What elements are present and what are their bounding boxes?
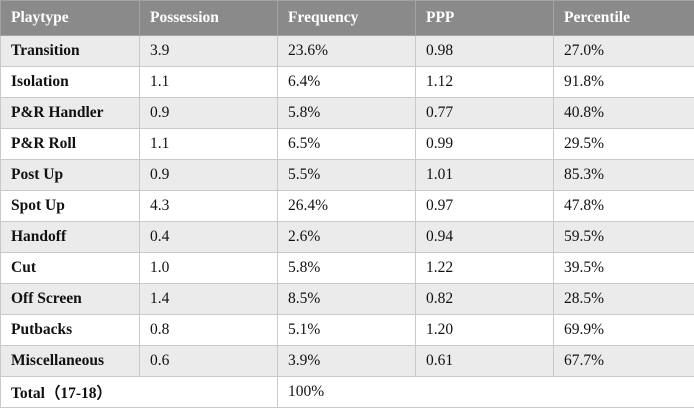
cell-percentile: 67.7%: [554, 346, 694, 377]
cell-playtype: Transition: [1, 36, 140, 67]
cell-possession: 1.1: [140, 67, 278, 98]
cell-possession: 1.0: [140, 253, 278, 284]
cell-playtype: P&R Handler: [1, 98, 140, 129]
cell-possession: 0.9: [140, 98, 278, 129]
header-possession: Possession: [140, 1, 278, 36]
header-ppp: PPP: [416, 1, 554, 36]
cell-percentile: 85.3%: [554, 160, 694, 191]
cell-playtype: Putbacks: [1, 315, 140, 346]
cell-possession: 3.9: [140, 36, 278, 67]
cell-percentile: 47.8%: [554, 191, 694, 222]
cell-ppp: 0.97: [416, 191, 554, 222]
cell-possession: 0.8: [140, 315, 278, 346]
cell-frequency: 23.6%: [278, 36, 416, 67]
cell-playtype: Post Up: [1, 160, 140, 191]
cell-percentile: 28.5%: [554, 284, 694, 315]
cell-frequency: 8.5%: [278, 284, 416, 315]
cell-percentile: 39.5%: [554, 253, 694, 284]
cell-possession: 4.3: [140, 191, 278, 222]
cell-playtype: Spot Up: [1, 191, 140, 222]
cell-frequency: 6.5%: [278, 129, 416, 160]
cell-frequency: 5.5%: [278, 160, 416, 191]
cell-percentile: 91.8%: [554, 67, 694, 98]
cell-playtype: P&R Roll: [1, 129, 140, 160]
cell-frequency: 6.4%: [278, 67, 416, 98]
cell-frequency: 2.6%: [278, 222, 416, 253]
cell-playtype: Off Screen: [1, 284, 140, 315]
cell-frequency: 3.9%: [278, 346, 416, 377]
cell-frequency: 5.8%: [278, 253, 416, 284]
cell-playtype: Isolation: [1, 67, 140, 98]
cell-possession: 0.9: [140, 160, 278, 191]
cell-ppp: 0.94: [416, 222, 554, 253]
cell-playtype: Miscellaneous: [1, 346, 140, 377]
header-row: Playtype Possession Frequency PPP Percen…: [1, 1, 694, 36]
cell-frequency: 5.1%: [278, 315, 416, 346]
cell-possession: 0.6: [140, 346, 278, 377]
cell-percentile: 27.0%: [554, 36, 694, 67]
cell-ppp: 1.20: [416, 315, 554, 346]
header-frequency: Frequency: [278, 1, 416, 36]
cell-ppp: 0.82: [416, 284, 554, 315]
cell-ppp: 1.12: [416, 67, 554, 98]
cell-playtype: Cut: [1, 253, 140, 284]
cell-frequency: 26.4%: [278, 191, 416, 222]
cell-frequency: 5.8%: [278, 98, 416, 129]
cell-ppp: 0.98: [416, 36, 554, 67]
cell-percentile: 40.8%: [554, 98, 694, 129]
cell-ppp: 0.77: [416, 98, 554, 129]
cell-ppp: 0.61: [416, 346, 554, 377]
cell-possession: 1.4: [140, 284, 278, 315]
cell-playtype: Handoff: [1, 222, 140, 253]
cell-possession: 1.1: [140, 129, 278, 160]
cell-ppp: 1.01: [416, 160, 554, 191]
cell-possession: 0.4: [140, 222, 278, 253]
header-percentile: Percentile: [554, 1, 694, 36]
cell-percentile: 69.9%: [554, 315, 694, 346]
cell-ppp: 0.99: [416, 129, 554, 160]
cell-percentile: 29.5%: [554, 129, 694, 160]
cell-ppp: 1.22: [416, 253, 554, 284]
cell-percentile: 59.5%: [554, 222, 694, 253]
header-playtype: Playtype: [1, 1, 140, 36]
